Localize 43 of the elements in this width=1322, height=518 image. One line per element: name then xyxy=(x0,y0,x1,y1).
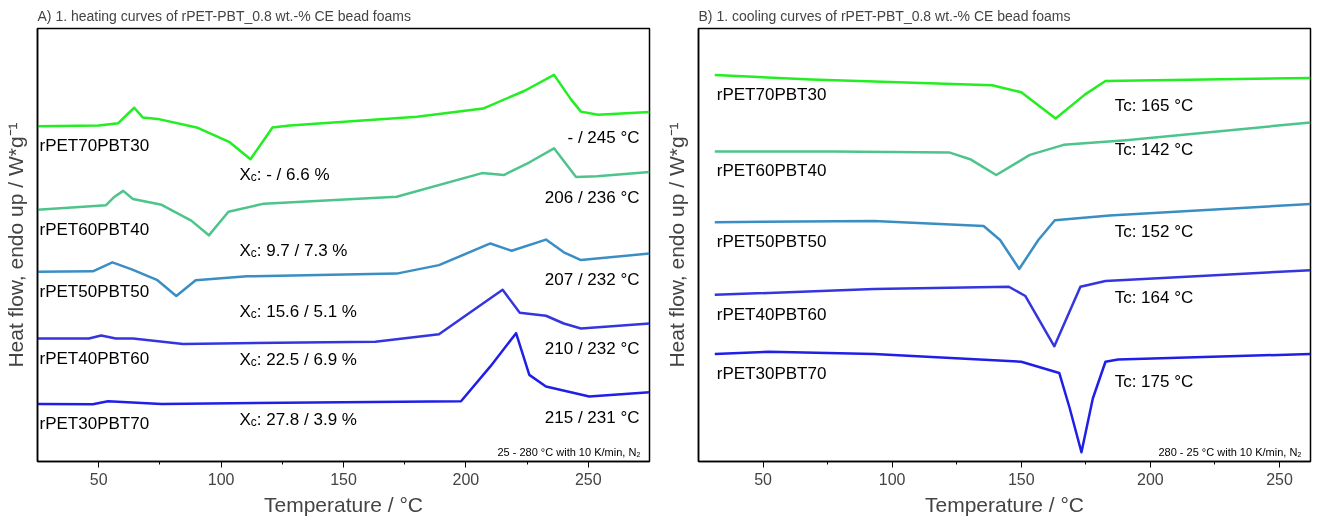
chart-title: B) 1. cooling curves of rPET-PBT_0.8 wt.-% CE bead foams xyxy=(698,7,1071,24)
annotation: 215 / 231 °C xyxy=(544,408,640,428)
series-label: rPET30PBT70 xyxy=(716,364,827,384)
series-label: rPET70PBT30 xyxy=(39,136,150,156)
x-tick-label: 150 xyxy=(330,470,357,488)
y-axis-title: Heat flow, endo up / W*g⁻¹ xyxy=(664,122,688,368)
annotation: Tc: 175 °C xyxy=(1114,372,1194,392)
x-tick-label: 50 xyxy=(754,470,773,488)
x-axis-title: Temperature / °C xyxy=(264,492,423,516)
x-tick-label: 100 xyxy=(207,470,235,488)
annotation: Tc: 142 °C xyxy=(1114,140,1194,160)
annotation: - / 245 °C xyxy=(567,128,640,148)
x-tick-label: 50 xyxy=(89,470,108,488)
annotation: 206 / 236 °C xyxy=(544,187,640,207)
chart-title: A) 1. heating curves of rPET-PBT_0.8 wt.-% CE bead foams xyxy=(37,7,411,24)
annotation: Xc: - / 6.6 % xyxy=(239,165,330,185)
annotation: Tc: 165 °C xyxy=(1114,95,1194,115)
annotation: Tc: 164 °C xyxy=(1114,288,1194,308)
x-tick-label: 200 xyxy=(1137,470,1164,488)
annotation: 210 / 232 °C xyxy=(544,339,640,359)
annotation: 25 - 280 °C with 10 K/min, N₂ xyxy=(497,445,641,458)
y-axis-title: Heat flow, endo up / W*g⁻¹ xyxy=(3,122,27,368)
series-label: rPET60PBT40 xyxy=(39,219,150,239)
series-label: rPET50PBT50 xyxy=(39,281,150,301)
annotation: Xc: 27.8 / 3.9 % xyxy=(239,410,357,430)
series-label: rPET30PBT70 xyxy=(39,413,150,433)
x-tick-label: 100 xyxy=(878,470,906,488)
x-axis-title: Temperature / °C xyxy=(925,492,1084,516)
series-label: rPET50PBT50 xyxy=(716,232,827,252)
series-label: rPET40PBT60 xyxy=(39,348,150,368)
annotation: Xc: 15.6 / 5.1 % xyxy=(239,302,357,322)
x-tick-label: 250 xyxy=(574,470,602,488)
annotation: Xc: 9.7 / 7.3 % xyxy=(239,241,348,261)
annotation: Tc: 152 °C xyxy=(1114,222,1194,242)
series-label: rPET70PBT30 xyxy=(716,84,827,104)
series-label: rPET60PBT40 xyxy=(716,161,827,181)
x-tick-label: 150 xyxy=(1007,470,1035,488)
annotation: 280 - 25 °C with 10 K/min, N₂ xyxy=(1158,445,1302,458)
annotation: 207 / 232 °C xyxy=(544,269,640,289)
x-tick-label: 250 xyxy=(1266,470,1293,488)
annotation: Xc: 22.5 / 6.9 % xyxy=(239,349,357,370)
x-tick-label: 200 xyxy=(452,470,480,488)
series-label: rPET40PBT60 xyxy=(716,304,827,324)
